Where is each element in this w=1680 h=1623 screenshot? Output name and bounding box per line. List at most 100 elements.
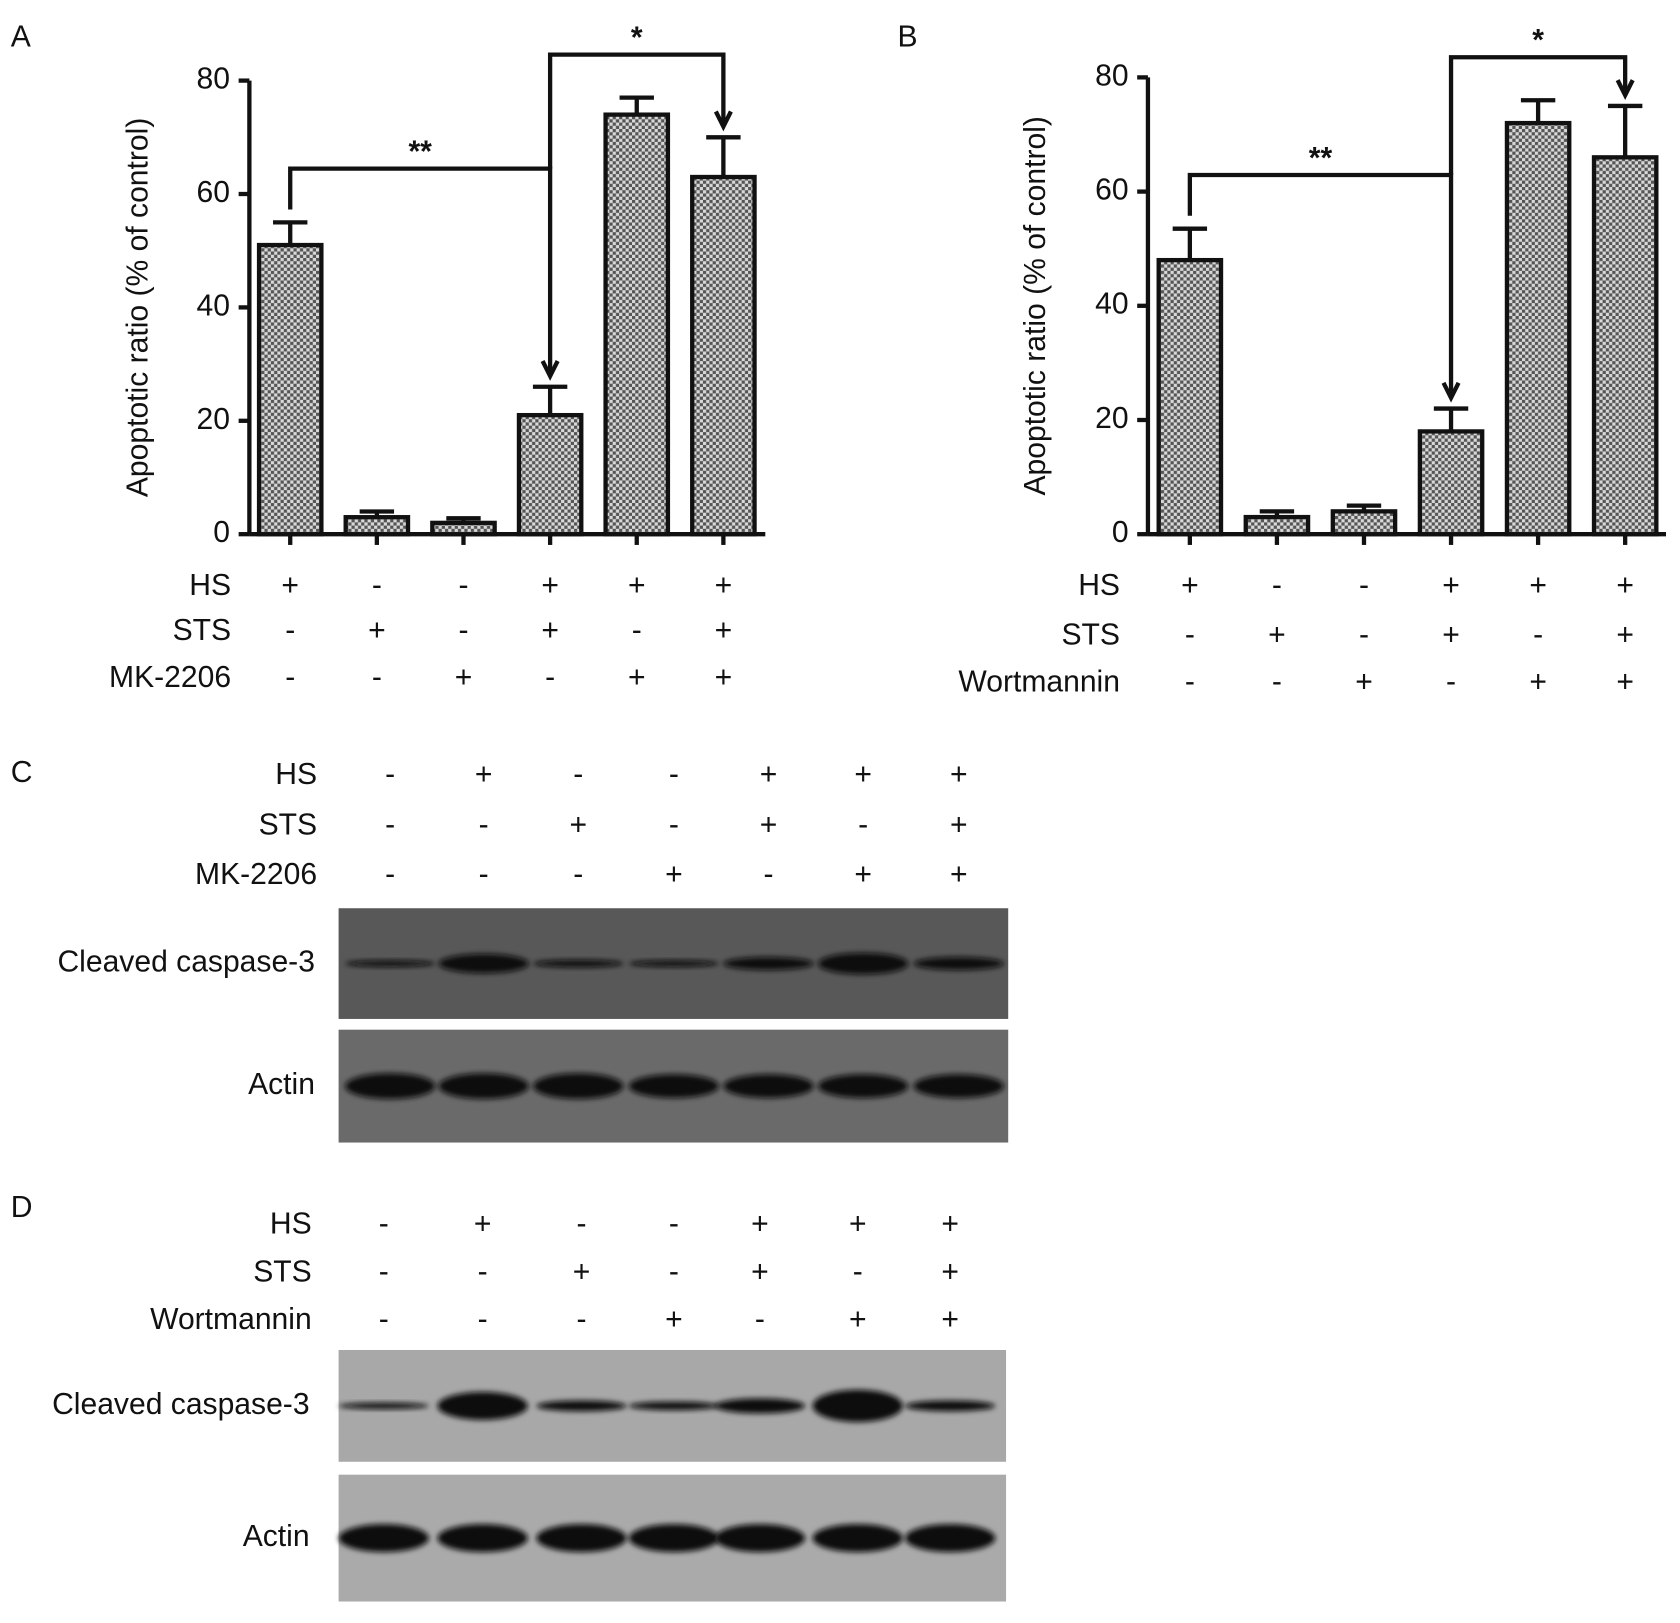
condition-name: HS: [275, 758, 317, 791]
band-label: Actin: [243, 1520, 310, 1553]
condition-sign: +: [715, 661, 733, 694]
condition-sign: -: [755, 1303, 765, 1336]
error-bar: [619, 95, 654, 115]
condition-sign: -: [379, 1207, 389, 1240]
bracket: [1187, 172, 1454, 396]
y-tick-label: 0: [1112, 516, 1129, 549]
condition-sign: +: [941, 1207, 959, 1240]
bar: [516, 412, 584, 537]
blot-band: [913, 1074, 1004, 1098]
significance: **: [1309, 142, 1333, 175]
condition-name: Wortmannin: [150, 1303, 312, 1336]
bar: [603, 112, 671, 537]
condition-sign: +: [715, 614, 733, 647]
error-bar: [273, 220, 308, 246]
condition-sign: -: [858, 809, 868, 842]
arrow-head: [713, 110, 733, 132]
condition-sign: -: [458, 569, 468, 602]
y-axis-label: Apoptotic ratio (% of control): [1019, 116, 1052, 496]
panel-label: B: [898, 21, 918, 54]
blot-band: [438, 1073, 529, 1100]
error-bar: [1172, 226, 1208, 261]
band-label: Actin: [248, 1068, 315, 1101]
error-bar: [706, 135, 741, 177]
y-axis-label: Apoptotic ratio (% of control): [122, 118, 155, 498]
y-tick-label: 40: [1095, 288, 1128, 321]
band-label: Cleaved caspase-3: [52, 1388, 310, 1421]
arrow-head: [1615, 79, 1635, 100]
significance: **: [408, 136, 432, 169]
condition-sign: -: [669, 1256, 679, 1289]
condition-sign: +: [573, 1256, 591, 1289]
blot-band: [345, 960, 436, 967]
error-bar: [1346, 503, 1382, 512]
bar: [430, 520, 497, 537]
bar: [690, 174, 757, 537]
bar: [343, 515, 411, 537]
panel-label: A: [11, 21, 31, 54]
y-tick-label: 80: [197, 63, 230, 96]
blot-band: [723, 1074, 814, 1098]
condition-sign: -: [479, 809, 489, 842]
condition-sign: -: [573, 858, 583, 891]
condition-sign: -: [285, 661, 295, 694]
bar: [1504, 120, 1572, 537]
blot-band: [628, 1401, 720, 1411]
y-tick-label: 80: [1095, 59, 1128, 92]
blot-band: [438, 953, 529, 974]
error-bar: [1607, 103, 1643, 158]
y-tick-label: 0: [213, 516, 230, 549]
condition-sign: +: [849, 1303, 867, 1336]
y-tick-label: 40: [197, 289, 230, 322]
y-tick-label: 60: [197, 176, 230, 209]
condition-sign: +: [569, 809, 587, 842]
condition-name: HS: [1078, 569, 1120, 602]
condition-sign: +: [628, 661, 646, 694]
condition-sign: -: [1185, 666, 1195, 699]
blot-band: [533, 1073, 624, 1100]
condition-sign: +: [1442, 569, 1460, 602]
condition-sign: +: [1442, 618, 1460, 651]
blot-band: [817, 1074, 909, 1098]
blot-band: [812, 1524, 903, 1553]
bar: [1156, 257, 1224, 537]
condition-sign: -: [669, 809, 679, 842]
condition-name: Wortmannin: [958, 666, 1120, 699]
blot-band: [533, 959, 624, 968]
y-tick-label: 20: [197, 403, 230, 436]
bar: [1591, 155, 1659, 537]
error-bar: [532, 384, 568, 416]
condition-sign: -: [285, 614, 295, 647]
condition-name: STS: [253, 1256, 312, 1289]
condition-sign: -: [478, 1303, 488, 1336]
condition-sign: +: [751, 1207, 769, 1240]
condition-sign: +: [760, 758, 778, 791]
condition-sign: -: [1272, 569, 1282, 602]
condition-sign: -: [478, 1256, 488, 1289]
condition-sign: +: [541, 614, 559, 647]
bar: [1417, 429, 1485, 537]
condition-sign: -: [458, 614, 468, 647]
blot-band: [905, 1400, 996, 1412]
condition-name: MK-2206: [195, 858, 317, 891]
condition-sign: -: [1359, 569, 1369, 602]
condition-sign: +: [751, 1256, 769, 1289]
error-bar: [359, 509, 395, 518]
condition-sign: -: [669, 1207, 679, 1240]
condition-sign: +: [854, 858, 872, 891]
blot-band: [628, 1524, 720, 1553]
condition-sign: -: [385, 858, 395, 891]
condition-sign: -: [1272, 666, 1282, 699]
blot-band: [338, 1524, 429, 1553]
condition-sign: +: [1616, 569, 1634, 602]
condition-sign: -: [1185, 618, 1195, 651]
condition-sign: -: [573, 758, 583, 791]
significance: *: [1532, 24, 1544, 57]
condition-sign: -: [764, 858, 774, 891]
condition-sign: -: [372, 661, 382, 694]
condition-sign: -: [576, 1207, 586, 1240]
condition-sign: +: [1268, 618, 1286, 651]
condition-sign: +: [941, 1303, 959, 1336]
blot-band: [345, 1073, 436, 1100]
band-label: Cleaved caspase-3: [57, 946, 315, 979]
